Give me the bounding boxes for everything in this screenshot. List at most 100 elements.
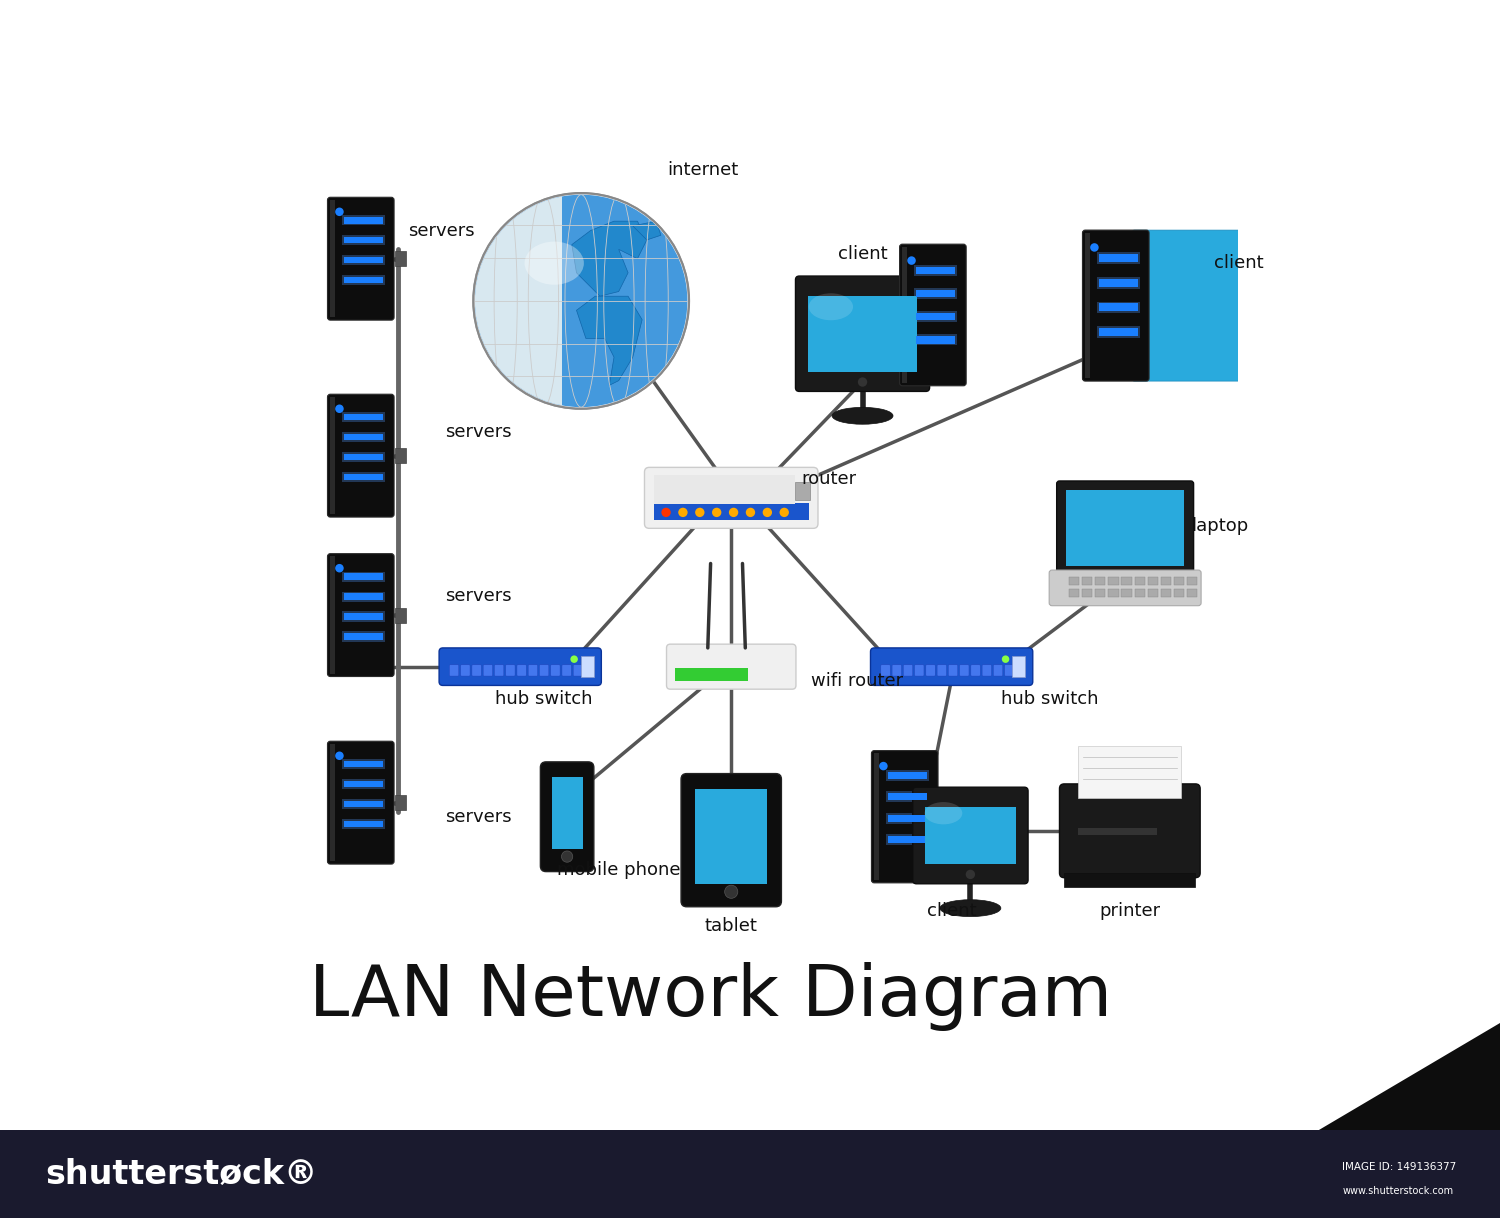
FancyBboxPatch shape <box>900 244 966 386</box>
Bar <box>342 799 386 809</box>
Bar <box>914 287 957 300</box>
Circle shape <box>908 256 916 264</box>
FancyBboxPatch shape <box>938 665 946 676</box>
Bar <box>1186 576 1197 585</box>
Bar <box>330 397 334 514</box>
Bar <box>342 571 386 582</box>
Circle shape <box>334 564 344 572</box>
Text: printer: printer <box>1100 901 1161 920</box>
Text: www.shutterstock.com: www.shutterstock.com <box>1342 1186 1454 1196</box>
FancyBboxPatch shape <box>550 665 560 676</box>
FancyBboxPatch shape <box>880 665 890 676</box>
FancyBboxPatch shape <box>327 742 394 864</box>
Bar <box>344 474 384 480</box>
Bar <box>1108 576 1119 585</box>
Text: hub switch: hub switch <box>495 691 592 709</box>
Bar <box>888 815 927 822</box>
Bar <box>795 482 810 501</box>
Text: client: client <box>1214 255 1264 273</box>
Circle shape <box>780 508 789 518</box>
Bar <box>1096 302 1140 313</box>
FancyBboxPatch shape <box>645 468 818 529</box>
FancyBboxPatch shape <box>540 665 549 676</box>
Circle shape <box>858 378 867 387</box>
Bar <box>1161 576 1172 585</box>
Bar <box>344 434 384 441</box>
Bar <box>344 217 384 224</box>
Bar <box>1098 255 1138 262</box>
FancyBboxPatch shape <box>892 665 902 676</box>
FancyBboxPatch shape <box>982 665 992 676</box>
FancyBboxPatch shape <box>993 665 1002 676</box>
Bar <box>1096 276 1140 289</box>
Bar <box>344 761 384 767</box>
Bar <box>916 267 956 274</box>
FancyBboxPatch shape <box>915 665 924 676</box>
Bar <box>394 608 406 622</box>
Bar <box>1095 588 1106 597</box>
FancyBboxPatch shape <box>440 648 602 686</box>
Bar <box>654 503 808 520</box>
FancyBboxPatch shape <box>795 276 930 391</box>
Bar <box>1174 576 1184 585</box>
Ellipse shape <box>525 241 584 285</box>
Bar <box>914 334 957 346</box>
FancyBboxPatch shape <box>1048 570 1202 605</box>
Bar <box>1013 657 1026 677</box>
Bar <box>1108 588 1119 597</box>
FancyBboxPatch shape <box>495 665 504 676</box>
Bar <box>1070 588 1078 597</box>
FancyBboxPatch shape <box>460 665 470 676</box>
Text: hub switch: hub switch <box>1002 691 1100 709</box>
Polygon shape <box>633 222 662 240</box>
Bar <box>342 275 386 285</box>
Bar <box>914 311 957 323</box>
Bar <box>886 812 928 823</box>
Ellipse shape <box>808 294 853 320</box>
Text: servers: servers <box>446 587 512 605</box>
FancyBboxPatch shape <box>903 665 912 676</box>
FancyBboxPatch shape <box>681 773 782 906</box>
Bar <box>342 452 386 462</box>
Circle shape <box>334 207 344 216</box>
FancyBboxPatch shape <box>327 395 394 518</box>
FancyBboxPatch shape <box>562 665 572 676</box>
Bar <box>342 412 386 423</box>
Circle shape <box>762 508 772 518</box>
FancyBboxPatch shape <box>472 665 482 676</box>
Ellipse shape <box>833 407 892 424</box>
Text: internet: internet <box>668 161 738 179</box>
FancyBboxPatch shape <box>528 665 537 676</box>
Bar <box>342 759 386 770</box>
Bar <box>888 793 927 800</box>
Ellipse shape <box>940 900 1000 917</box>
Bar <box>344 801 384 808</box>
Bar <box>344 574 384 580</box>
FancyBboxPatch shape <box>666 644 796 689</box>
Bar <box>344 238 384 244</box>
Circle shape <box>570 655 578 663</box>
Circle shape <box>746 508 754 518</box>
FancyBboxPatch shape <box>1059 784 1200 878</box>
Bar <box>675 667 748 681</box>
Bar <box>330 557 334 674</box>
Bar <box>916 290 956 297</box>
FancyBboxPatch shape <box>483 665 492 676</box>
Text: tablet: tablet <box>705 917 758 935</box>
FancyBboxPatch shape <box>1083 230 1149 381</box>
Bar <box>1070 576 1078 585</box>
FancyBboxPatch shape <box>506 665 515 676</box>
Bar <box>330 744 334 861</box>
Bar <box>1122 588 1131 597</box>
Bar <box>394 251 406 267</box>
Bar <box>1096 326 1140 339</box>
Circle shape <box>879 761 888 770</box>
Bar <box>344 821 384 827</box>
Bar <box>874 754 879 881</box>
Bar <box>903 247 908 382</box>
Bar <box>394 795 406 810</box>
FancyBboxPatch shape <box>926 665 934 676</box>
FancyBboxPatch shape <box>327 554 394 676</box>
Text: LAN Network Diagram: LAN Network Diagram <box>309 962 1113 1032</box>
Bar <box>1095 576 1106 585</box>
